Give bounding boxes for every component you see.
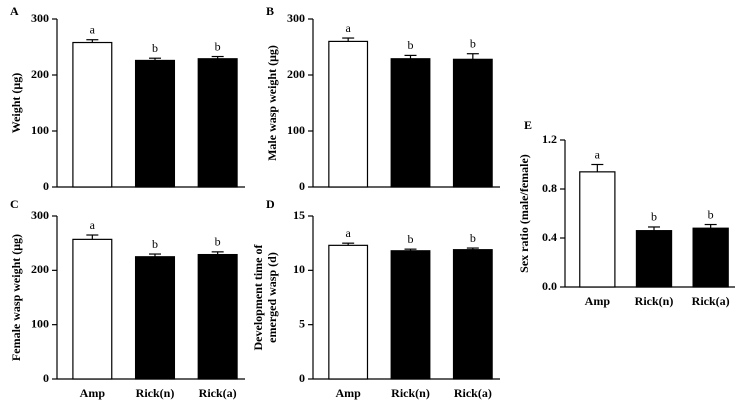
panel-title: B (266, 4, 274, 18)
bar (328, 244, 369, 380)
x-tick-label: Rick(n) (391, 386, 430, 400)
bar (452, 249, 493, 380)
bar (197, 253, 238, 380)
bar (134, 256, 176, 380)
x-tick-label: Rick(a) (454, 386, 492, 400)
y-axis-label: Female wasp weight (μg) (9, 234, 23, 361)
bar (579, 171, 616, 288)
x-tick-label: Rick(n) (635, 294, 674, 308)
y-tick-label: 15 (293, 208, 305, 222)
y-tick-label: 300 (31, 11, 49, 25)
y-tick-label: 300 (287, 11, 305, 25)
x-tick-label: Rick(a) (199, 386, 237, 400)
significance-letter: a (346, 226, 352, 240)
y-axis-label: Sex ratio (male/female) (517, 154, 531, 273)
y-axis-label: Weight (μg) (9, 73, 23, 133)
x-tick-label: Rick(n) (136, 386, 175, 400)
significance-letter: a (595, 147, 601, 161)
y-tick-label: 200 (287, 67, 305, 81)
y-tick-label: 300 (31, 208, 49, 222)
y-tick-label: 0 (43, 179, 49, 193)
bar (635, 230, 673, 288)
y-tick-label: 200 (31, 262, 49, 276)
significance-letter: b (408, 232, 414, 246)
y-tick-label: 0 (299, 371, 305, 385)
x-tick-label: Amp (335, 386, 361, 400)
bar (452, 58, 493, 188)
y-axis-label: Male wasp weight (μg) (265, 45, 279, 161)
significance-letter: b (152, 237, 158, 251)
y-axis-label: Development time of (251, 244, 265, 351)
bar (390, 58, 431, 188)
y-tick-label: 1.2 (542, 132, 557, 146)
significance-letter: b (408, 38, 414, 52)
y-tick-label: 0.4 (542, 230, 557, 244)
bar (390, 250, 431, 380)
bar (72, 238, 113, 380)
significance-letter: b (708, 207, 714, 221)
bar (692, 227, 729, 288)
significance-letter: b (470, 231, 476, 245)
x-tick-label: Rick(a) (692, 294, 730, 308)
panel-title: C (10, 197, 19, 211)
y-tick-label: 0.8 (542, 181, 557, 195)
significance-letter: b (651, 210, 657, 224)
y-tick-label: 100 (287, 123, 305, 137)
significance-letter: b (215, 39, 221, 53)
significance-letter: b (470, 36, 476, 50)
x-tick-label: Amp (80, 386, 106, 400)
panel-title: D (266, 197, 275, 211)
y-tick-label: 200 (31, 67, 49, 81)
y-tick-label: 5 (299, 316, 305, 330)
significance-letter: b (152, 41, 158, 55)
significance-letter: a (90, 22, 96, 36)
y-tick-label: 0 (43, 371, 49, 385)
significance-letter: a (90, 218, 96, 232)
significance-letter: a (346, 21, 352, 35)
y-axis-label: emerged wasp (d) (265, 252, 279, 343)
bar (134, 59, 176, 188)
bar (72, 41, 113, 188)
y-tick-label: 100 (31, 316, 49, 330)
bar (197, 58, 238, 188)
y-tick-label: 100 (31, 123, 49, 137)
significance-letter: b (215, 235, 221, 249)
panel-title: A (10, 4, 19, 18)
x-tick-label: Amp (585, 294, 611, 308)
y-tick-label: 0.0 (542, 279, 557, 293)
y-tick-label: 10 (293, 262, 305, 276)
y-tick-label: 0 (299, 179, 305, 193)
bar (328, 40, 369, 188)
panel-title: E (524, 118, 532, 132)
